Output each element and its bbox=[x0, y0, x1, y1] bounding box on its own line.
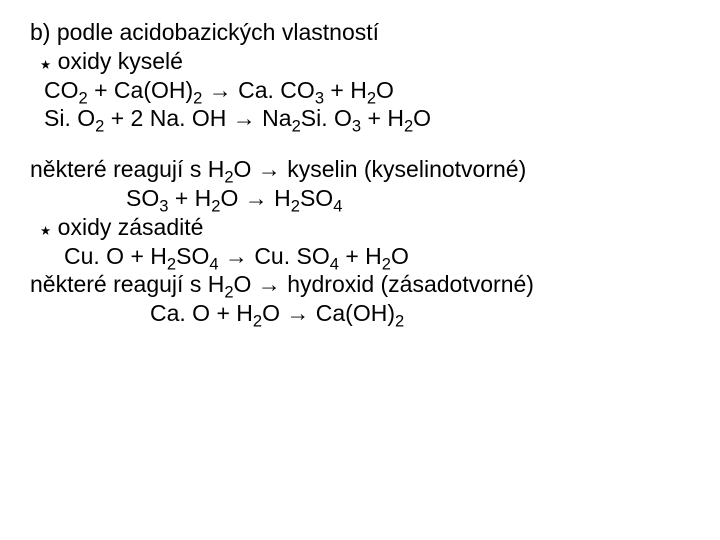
t: SO bbox=[176, 243, 209, 269]
text: oxidy kyselé bbox=[58, 48, 183, 74]
sub: 2 bbox=[404, 117, 413, 136]
t: Ca. O + H bbox=[150, 300, 253, 326]
sub: 2 bbox=[253, 312, 262, 331]
equation-so3-h2o: SO3 + H2O → H2SO4 bbox=[30, 184, 720, 213]
equation-cao-h2o: Ca. O + H2O → Ca(OH)2 bbox=[30, 299, 720, 328]
sub: 2 bbox=[291, 196, 300, 215]
equation-co2-caoh2: CO2 + Ca(OH)2 → Ca. CO3 + H2O bbox=[30, 76, 720, 105]
t: O bbox=[376, 77, 394, 103]
spacer bbox=[30, 133, 720, 155]
t: SO bbox=[126, 185, 159, 211]
t: + H bbox=[168, 185, 211, 211]
t: CO bbox=[44, 77, 79, 103]
t: + H bbox=[324, 77, 367, 103]
t: některé reagují s H bbox=[30, 156, 224, 182]
t: některé reagují s H bbox=[30, 271, 224, 297]
text-acid-forming: některé reagují s H2O → kyselin (kyselin… bbox=[30, 155, 720, 184]
equation-sio2-naoh: Si. O2 + 2 Na. OH → Na2Si. O3 + H2O bbox=[30, 104, 720, 133]
document-body: b) podle acidobazických vlastností ٭ oxi… bbox=[0, 0, 720, 328]
t: O → kyselin (kyselinotvorné) bbox=[234, 156, 527, 182]
sub: 2 bbox=[395, 312, 404, 331]
bullet-acidic-oxides: ٭ oxidy kyselé bbox=[30, 47, 720, 76]
equation-cuo-h2so4: Cu. O + H2SO4 → Cu. SO4 + H2O bbox=[30, 242, 720, 271]
t: SO bbox=[300, 185, 333, 211]
bullet-basic-oxides: ٭ oxidy zásadité bbox=[30, 213, 720, 242]
sub: 3 bbox=[352, 117, 361, 136]
heading-line: b) podle acidobazických vlastností bbox=[30, 18, 720, 47]
t: → Cu. SO bbox=[219, 243, 330, 269]
bullet-icon: ٭ bbox=[40, 219, 51, 242]
t: Si. O bbox=[301, 105, 352, 131]
t: → Ca. CO bbox=[202, 77, 314, 103]
bullet-icon: ٭ bbox=[40, 53, 51, 76]
t: O bbox=[391, 243, 409, 269]
t: O bbox=[413, 105, 431, 131]
t: Cu. O + H bbox=[64, 243, 167, 269]
t: O → Ca(OH) bbox=[262, 300, 395, 326]
text: b) podle acidobazických vlastností bbox=[30, 19, 379, 45]
t: Si. O bbox=[44, 105, 95, 131]
t: O → hydroxid (zásadotvorné) bbox=[234, 271, 534, 297]
t: + Ca(OH) bbox=[88, 77, 193, 103]
sub: 2 bbox=[292, 117, 301, 136]
text-base-forming: některé reagují s H2O → hydroxid (zásado… bbox=[30, 270, 720, 299]
t: + 2 Na. OH → Na bbox=[104, 105, 291, 131]
text: oxidy zásadité bbox=[58, 214, 204, 240]
t: + H bbox=[339, 243, 382, 269]
t: + H bbox=[361, 105, 404, 131]
sub: 4 bbox=[333, 196, 342, 215]
sub: 2 bbox=[95, 117, 104, 136]
t: O → H bbox=[220, 185, 290, 211]
